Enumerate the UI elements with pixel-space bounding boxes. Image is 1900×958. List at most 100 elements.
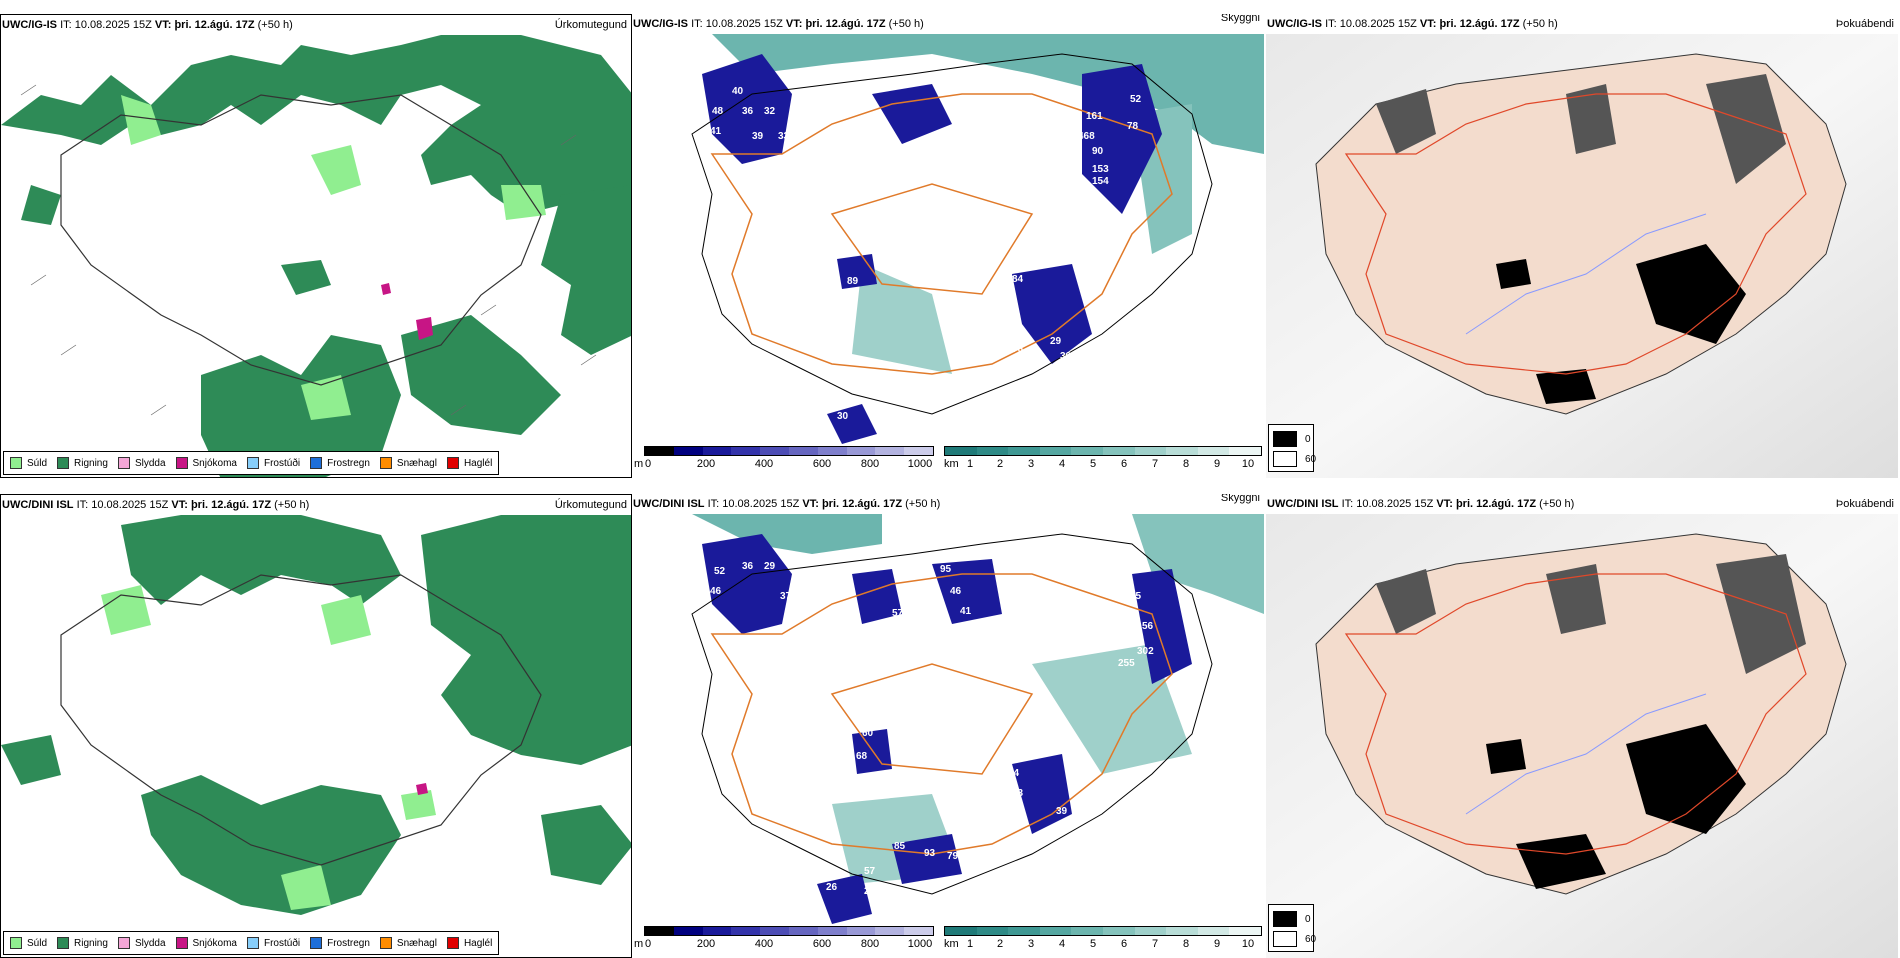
colorbar-tick: 9: [1213, 938, 1221, 950]
colorbar-tick: 7: [1151, 938, 1159, 950]
colorbar-ticks: 0 200 400 600 800 1000: [634, 938, 934, 952]
precip-map: [1, 35, 631, 477]
colorbar-tick: 0: [644, 938, 652, 950]
colorbar-tick: 200: [696, 458, 716, 470]
colorbar-segment: [1134, 927, 1167, 935]
colorbar-segment: [875, 447, 905, 455]
ceiling-label: 57: [892, 608, 904, 619]
ceiling-label: 302: [1137, 646, 1154, 657]
visibility-map: 52 36 29 46 37 57 95 46 41 769 65 453 56…: [691, 514, 1264, 924]
ceiling-label: 83: [1000, 326, 1012, 337]
colorbar-segment: [1166, 447, 1198, 455]
legend-item: Slydda: [117, 457, 166, 469]
colorbar-segment: [645, 447, 674, 455]
ceiling-label: 89: [847, 276, 859, 287]
colorbar-segment: [846, 447, 876, 455]
ceiling-label: 69: [760, 174, 772, 185]
ceiling-label: 29: [764, 561, 776, 572]
fog-legend-low: 60: [1273, 451, 1316, 467]
legend-swatch: [246, 937, 259, 949]
colorbar-segment: [1102, 447, 1135, 455]
panel-header: UWC/IG-IS IT: 10.08.2025 15Z VT: þri. 12…: [633, 14, 1262, 31]
legend-item: Haglél: [446, 457, 492, 469]
legend-swatch: [246, 457, 259, 469]
fog-legend-high: 0: [1273, 911, 1311, 927]
colorbar-segment: [904, 927, 933, 935]
ceiling-label: 78: [1127, 121, 1139, 132]
legend-item: Súld: [10, 937, 47, 949]
colorbar-segment: [673, 447, 703, 455]
colorbar-segment: [1102, 927, 1135, 935]
fog-legend-high: 0: [1273, 431, 1311, 447]
colorbar-tick: 5: [1089, 938, 1097, 950]
legend-swatch: [1273, 451, 1297, 467]
ceiling-label: 255: [1118, 658, 1135, 669]
ceiling-label: 32: [764, 106, 776, 117]
ceiling-label: 97: [1002, 296, 1014, 307]
ceiling-label: 79: [947, 851, 959, 862]
colorbar-tick: 3: [1027, 938, 1035, 950]
ceiling-label: 40: [732, 86, 744, 97]
legend-swatch: [310, 937, 323, 949]
ceiling-label: 468: [1078, 131, 1095, 142]
colorbar-tick: 5: [1089, 458, 1097, 470]
fog-map: [1266, 34, 1898, 478]
legend-swatch: [446, 457, 459, 469]
colorbar-tick: 400: [754, 938, 774, 950]
legend-item: Haglél: [446, 937, 492, 949]
colorbar-tick: 4: [1058, 938, 1066, 950]
colorbar-tick: 1: [966, 938, 974, 950]
legend-swatch: [379, 937, 392, 949]
legend-swatch: [117, 457, 130, 469]
colorbar-segment: [702, 447, 732, 455]
colorbar-segment: [945, 927, 977, 935]
colorbar-tick: 8: [1182, 458, 1190, 470]
fog-legend-low: 60: [1273, 931, 1316, 947]
colorbar-unit: m: [634, 458, 644, 470]
colorbar-segment: [1229, 927, 1261, 935]
ceiling-label: 93: [924, 848, 936, 859]
legend-swatch: [175, 937, 188, 949]
panel-header: UWC/DINI ISL IT: 10.08.2025 15Z VT: þri.…: [633, 494, 1262, 511]
ceiling-label: 48: [712, 106, 724, 117]
visibility-map: 40 48 36 32 41 39 33 69 89 84 97 83 76 2…: [691, 34, 1264, 444]
ceiling-color-strip: [644, 446, 934, 456]
product-name: Þokuábendi: [1835, 498, 1894, 510]
ceiling-label: 41: [710, 126, 722, 137]
colorbar-segment: [702, 927, 732, 935]
legend-swatch: [57, 937, 70, 949]
colorbar-tick: 2: [996, 458, 1004, 470]
colorbar-segment: [1008, 447, 1040, 455]
visibility-color-strip: [944, 926, 1262, 936]
colorbar-segment: [645, 927, 674, 935]
ceiling-label: 68: [856, 751, 868, 762]
legend-item: Snjókoma: [175, 937, 237, 949]
colorbar-segment: [1134, 447, 1167, 455]
precip-type-panel-ig: UWC/IG-IS IT: 10.08.2025 15Z VT: þri. 12…: [0, 14, 632, 478]
legend-item: Súld: [10, 457, 47, 469]
colorbar-segment: [817, 447, 847, 455]
colorbar-segment: [760, 927, 789, 935]
colorbar-segment: [1008, 927, 1040, 935]
visibility-colorbar: km 1 2 3 4 5 6 7 8 9 10: [944, 926, 1262, 954]
ceiling-label: 33: [778, 131, 790, 142]
ceiling-label: 65: [1130, 591, 1142, 602]
ceiling-label: 60: [862, 728, 874, 739]
legend-item: Rigning: [57, 937, 108, 949]
legend-item: Frostúði: [246, 937, 300, 949]
ceiling-label: 453: [1102, 626, 1119, 637]
ceiling-label: 35: [1014, 752, 1026, 763]
colorbar-tick: 4: [1058, 458, 1066, 470]
visibility-color-strip: [944, 446, 1262, 456]
colorbar-segment: [1039, 447, 1072, 455]
precip-legend: Súld Rigning Slydda Snjókoma Frostúði Fr…: [3, 451, 500, 475]
colorbar-unit: m: [634, 938, 644, 950]
colorbar-segment: [1229, 447, 1261, 455]
ceiling-label: 44: [1008, 768, 1020, 779]
ceiling-label: 46: [950, 586, 962, 597]
panel-header: UWC/DINI ISL IT: 10.08.2025 15Z VT: þri.…: [2, 499, 627, 511]
colorbar-tick: 6: [1120, 458, 1128, 470]
ceiling-label: 30: [837, 411, 849, 422]
legend-swatch: [446, 937, 459, 949]
legend-swatch: [1273, 431, 1297, 447]
